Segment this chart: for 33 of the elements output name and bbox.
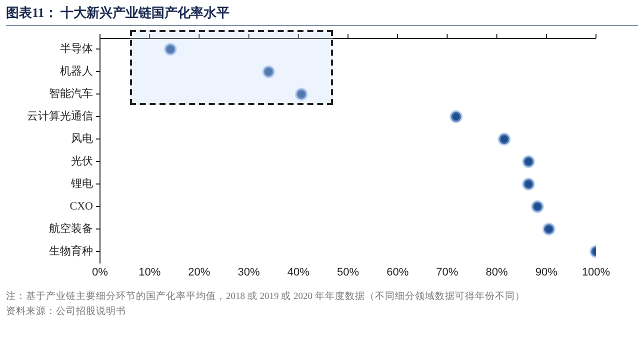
- y-tick-label: CXO: [70, 200, 94, 212]
- point: [450, 110, 463, 124]
- y-tick-label: 机器人: [60, 66, 93, 78]
- x-tick-label: 0%: [92, 266, 108, 278]
- y-tick-label: 云计算光通信: [27, 110, 93, 123]
- x-tick-label: 80%: [486, 266, 508, 278]
- x-tick-label: 20%: [188, 266, 210, 278]
- point: [164, 42, 177, 56]
- x-tick-label: 90%: [535, 266, 558, 278]
- point: [522, 178, 536, 191]
- x-tick-label: 100%: [582, 266, 610, 278]
- point: [294, 88, 308, 101]
- point: [542, 222, 556, 236]
- point: [262, 65, 276, 78]
- x-tick-label: 50%: [336, 266, 360, 278]
- x-tick-label: 10%: [138, 266, 161, 278]
- text: 注：基于产业链主要细分环节的国产化率平均值，2018 或 2019 或 2020 年年度数据（不同细分领域数据可得年份不同）: [6, 290, 526, 304]
- y-tick-label: 航空装备: [49, 222, 93, 235]
- x-tick-label: 40%: [287, 266, 310, 278]
- y-tick-label: 锂电: [70, 177, 93, 190]
- point: [530, 200, 544, 214]
- x-tick-label: 60%: [386, 266, 409, 278]
- x-tick-label: 30%: [238, 266, 260, 278]
- y-tick-label: 风电: [71, 132, 93, 146]
- x-tick-label: 70%: [436, 266, 458, 278]
- y-tick-label: 生物育种: [49, 244, 93, 258]
- point: [498, 132, 511, 146]
- y-tick-label: 光伏: [71, 154, 93, 168]
- y-tick-label: 半导体: [60, 42, 93, 56]
- point: [522, 155, 536, 168]
- text: 资料来源：公司招股说明书: [6, 305, 127, 319]
- y-tick-label: 智能汽车: [49, 87, 93, 100]
- chart-title: 图表11： 十大新兴产业链国产化率水平: [6, 4, 638, 26]
